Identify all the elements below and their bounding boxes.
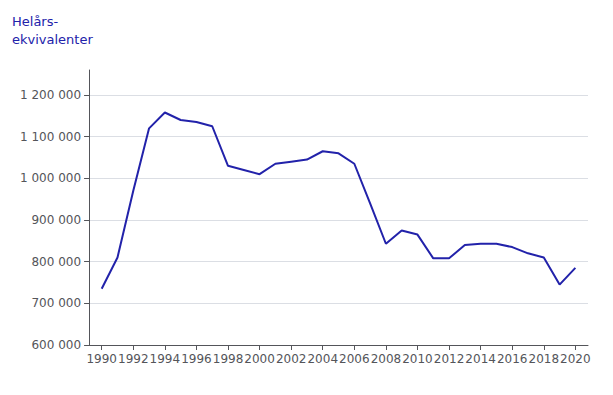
svg-text:1996: 1996 [181,352,212,366]
svg-text:600 000: 600 000 [31,338,81,352]
svg-text:1 200 000: 1 200 000 [20,88,81,102]
svg-text:ekvivalenter: ekvivalenter [12,32,93,47]
svg-text:2006: 2006 [339,352,370,366]
svg-text:2020: 2020 [560,352,591,366]
svg-text:2002: 2002 [276,352,307,366]
svg-text:700 000: 700 000 [31,296,81,310]
svg-text:2014: 2014 [465,352,496,366]
svg-text:2018: 2018 [529,352,560,366]
svg-text:2000: 2000 [244,352,275,366]
svg-text:1990: 1990 [86,352,117,366]
svg-text:2016: 2016 [497,352,528,366]
svg-text:2012: 2012 [434,352,465,366]
svg-text:1998: 1998 [213,352,244,366]
svg-text:2004: 2004 [307,352,338,366]
svg-text:1 100 000: 1 100 000 [20,130,81,144]
svg-text:1994: 1994 [150,352,181,366]
svg-text:2008: 2008 [371,352,402,366]
svg-text:1 000 000: 1 000 000 [20,171,81,185]
svg-text:900 000: 900 000 [31,213,81,227]
svg-text:Helårs-: Helårs- [12,14,58,29]
svg-text:800 000: 800 000 [31,255,81,269]
svg-text:2010: 2010 [402,352,433,366]
svg-text:1992: 1992 [118,352,149,366]
